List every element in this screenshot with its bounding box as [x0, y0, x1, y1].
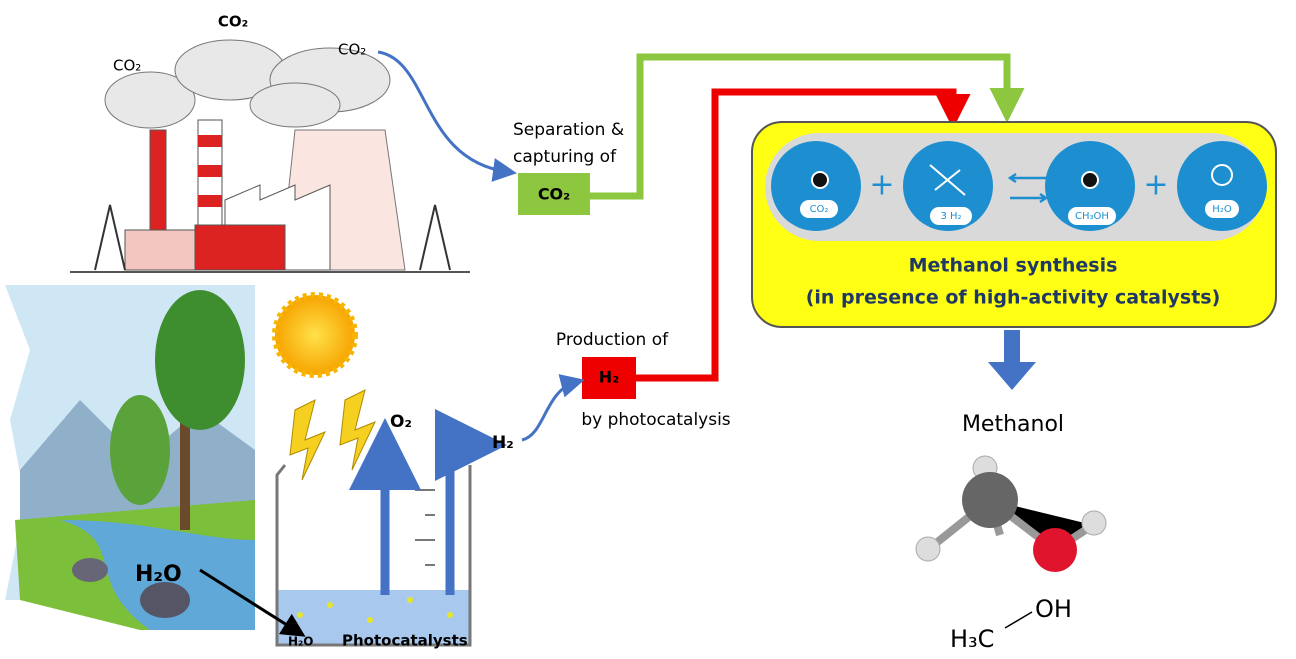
flow-arrow: [522, 382, 576, 440]
formula-text: OH: [1035, 595, 1072, 623]
landscape-illustration-part: [155, 290, 245, 430]
flow-arrow: [378, 52, 508, 172]
factory-illustration-part: [125, 230, 195, 270]
factory-illustration-part: [198, 135, 222, 147]
catalyst-label: Photocatalysts: [342, 632, 468, 650]
beaker-part: [415, 490, 435, 565]
formula-bond: [1005, 612, 1032, 628]
formula-text: H₃C: [950, 625, 994, 653]
water-label: H₂O: [288, 635, 314, 649]
output-arrow: [988, 330, 1036, 390]
plus: +: [1143, 168, 1168, 203]
capture-text: Separation &: [513, 120, 624, 140]
factory-illustration-part: [250, 83, 340, 127]
methanol-model-part: [962, 472, 1018, 528]
production-text: by photocatalysis: [581, 410, 730, 430]
diagram: CO₂ CO₂ CO₂ Separation & capturing of CO…: [0, 0, 1296, 659]
landscape-illustration-part: [140, 582, 190, 618]
molecule-icons-part: [812, 172, 828, 188]
product-label: H₂O: [1212, 204, 1232, 215]
molecule-icons-part: [1082, 172, 1098, 188]
beaker-part: [407, 597, 413, 603]
landscape-illustration-part: [110, 395, 170, 505]
co2-label: CO₂: [338, 41, 366, 59]
co2-box-label: CO₂: [538, 185, 570, 204]
reactant-label: CO₂: [810, 204, 829, 215]
o2-label: O₂: [390, 412, 412, 432]
h2-box-label: H₂: [599, 368, 619, 387]
product-label: CH₃OH: [1075, 211, 1109, 222]
lightning-part: [340, 390, 375, 470]
landscape-illustration: [5, 285, 255, 630]
beaker-part: [327, 602, 333, 608]
synthesis-subtitle: (in presence of high-activity catalysts): [806, 287, 1221, 309]
plus: +: [869, 168, 894, 203]
landscape-illustration-part: [72, 558, 108, 582]
capture-text: capturing of: [513, 147, 617, 167]
synthesis-title: Methanol synthesis: [909, 255, 1118, 277]
beaker: [277, 465, 470, 645]
water-label: H₂O: [135, 562, 182, 587]
factory-illustration-part: [198, 165, 222, 177]
product-name: Methanol: [962, 412, 1064, 437]
production-text: Production of: [556, 330, 669, 350]
h2-label: H₂: [492, 433, 514, 453]
co2-label: CO₂: [113, 57, 141, 75]
factory-illustration-part: [195, 225, 285, 270]
co2-label: CO₂: [218, 13, 248, 31]
sun: [275, 295, 355, 375]
methanol-model-part: [916, 537, 940, 561]
lightning: [290, 390, 375, 480]
h2-arrow: [450, 445, 480, 595]
methanol-model: [916, 456, 1106, 572]
methanol-model-part: [1082, 511, 1106, 535]
beaker-part: [367, 617, 373, 623]
beaker-part: [447, 612, 453, 618]
reactant-label: 3 H₂: [940, 211, 961, 222]
factory-illustration-part: [198, 195, 222, 207]
lightning-part: [290, 400, 325, 480]
beaker-part: [297, 612, 303, 618]
methanol-model-part: [1033, 528, 1077, 572]
